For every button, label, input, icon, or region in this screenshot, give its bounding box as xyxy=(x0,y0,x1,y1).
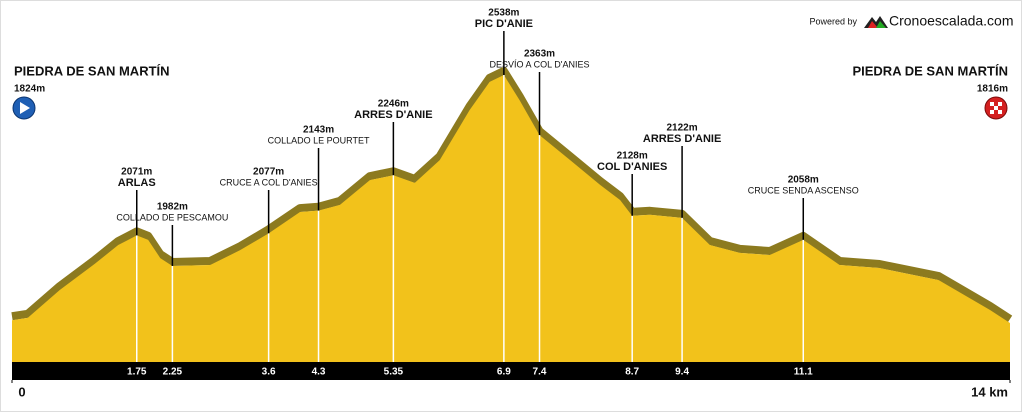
waypoint-name: CRUCE A COL D'ANIES xyxy=(220,177,318,187)
powered-by: Powered by xyxy=(809,16,857,26)
waypoint-elevation: 2077m xyxy=(253,167,284,178)
x-tick-label: 5.35 xyxy=(384,367,404,378)
waypoint-name: COL D'ANIES xyxy=(597,161,667,173)
x-tick-label: 2.25 xyxy=(163,367,183,378)
waypoint-elevation: 2143m xyxy=(303,125,334,136)
x-tick-label: 11.1 xyxy=(794,367,813,378)
waypoint-name: ARRES D'ANIE xyxy=(643,133,721,145)
profile-area xyxy=(12,75,1010,362)
finish-elevation: 1816m xyxy=(977,84,1008,95)
x-tick-label: 14 km xyxy=(971,384,1008,399)
x-tick-label: 4.3 xyxy=(312,367,326,378)
waypoint-name: ARLAS xyxy=(118,177,156,189)
waypoint-name: PIC D'ANIE xyxy=(475,18,533,30)
waypoint-name: CRUCE SENDA ASCENSO xyxy=(748,185,859,195)
finish-icon xyxy=(984,96,1008,120)
waypoint-name: COLLADO LE POURTET xyxy=(268,135,370,145)
finish-name: PIEDRA DE SAN MARTÍN xyxy=(852,63,1008,78)
x-tick-label: 9.4 xyxy=(675,367,689,378)
waypoint-elevation: 2363m xyxy=(524,49,555,60)
waypoint-elevation: 2071m xyxy=(121,167,152,178)
waypoint-elevation: 2122m xyxy=(667,123,698,134)
waypoint-name: DESVÍO A COL D'ANIES xyxy=(490,59,590,69)
x-tick-label: 1.75 xyxy=(127,367,147,378)
x-tick-label: 0 xyxy=(18,384,25,399)
x-tick-label: 7.4 xyxy=(533,367,547,378)
start-name: PIEDRA DE SAN MARTÍN xyxy=(14,63,170,78)
distance-bar xyxy=(12,362,1010,380)
start-icon xyxy=(12,96,36,120)
waypoint-elevation: 2538m xyxy=(488,8,519,19)
profile-edge xyxy=(11,67,1013,323)
waypoint-name: COLLADO DE PESCAMOU xyxy=(116,212,228,222)
x-tick-label: 6.9 xyxy=(497,367,511,378)
x-tick-label: 8.7 xyxy=(625,367,639,378)
waypoint-elevation: 1982m xyxy=(157,202,188,213)
brand-logo xyxy=(864,16,888,28)
waypoint-elevation: 2246m xyxy=(378,99,409,110)
x-tick-label: 3.6 xyxy=(262,367,276,378)
brand: Cronoescalada.com xyxy=(889,13,1014,29)
waypoint-name: ARRES D'ANIE xyxy=(354,109,432,121)
waypoint-elevation: 2128m xyxy=(617,151,648,162)
waypoint-elevation: 2058m xyxy=(788,175,819,186)
start-elevation: 1824m xyxy=(14,84,45,95)
